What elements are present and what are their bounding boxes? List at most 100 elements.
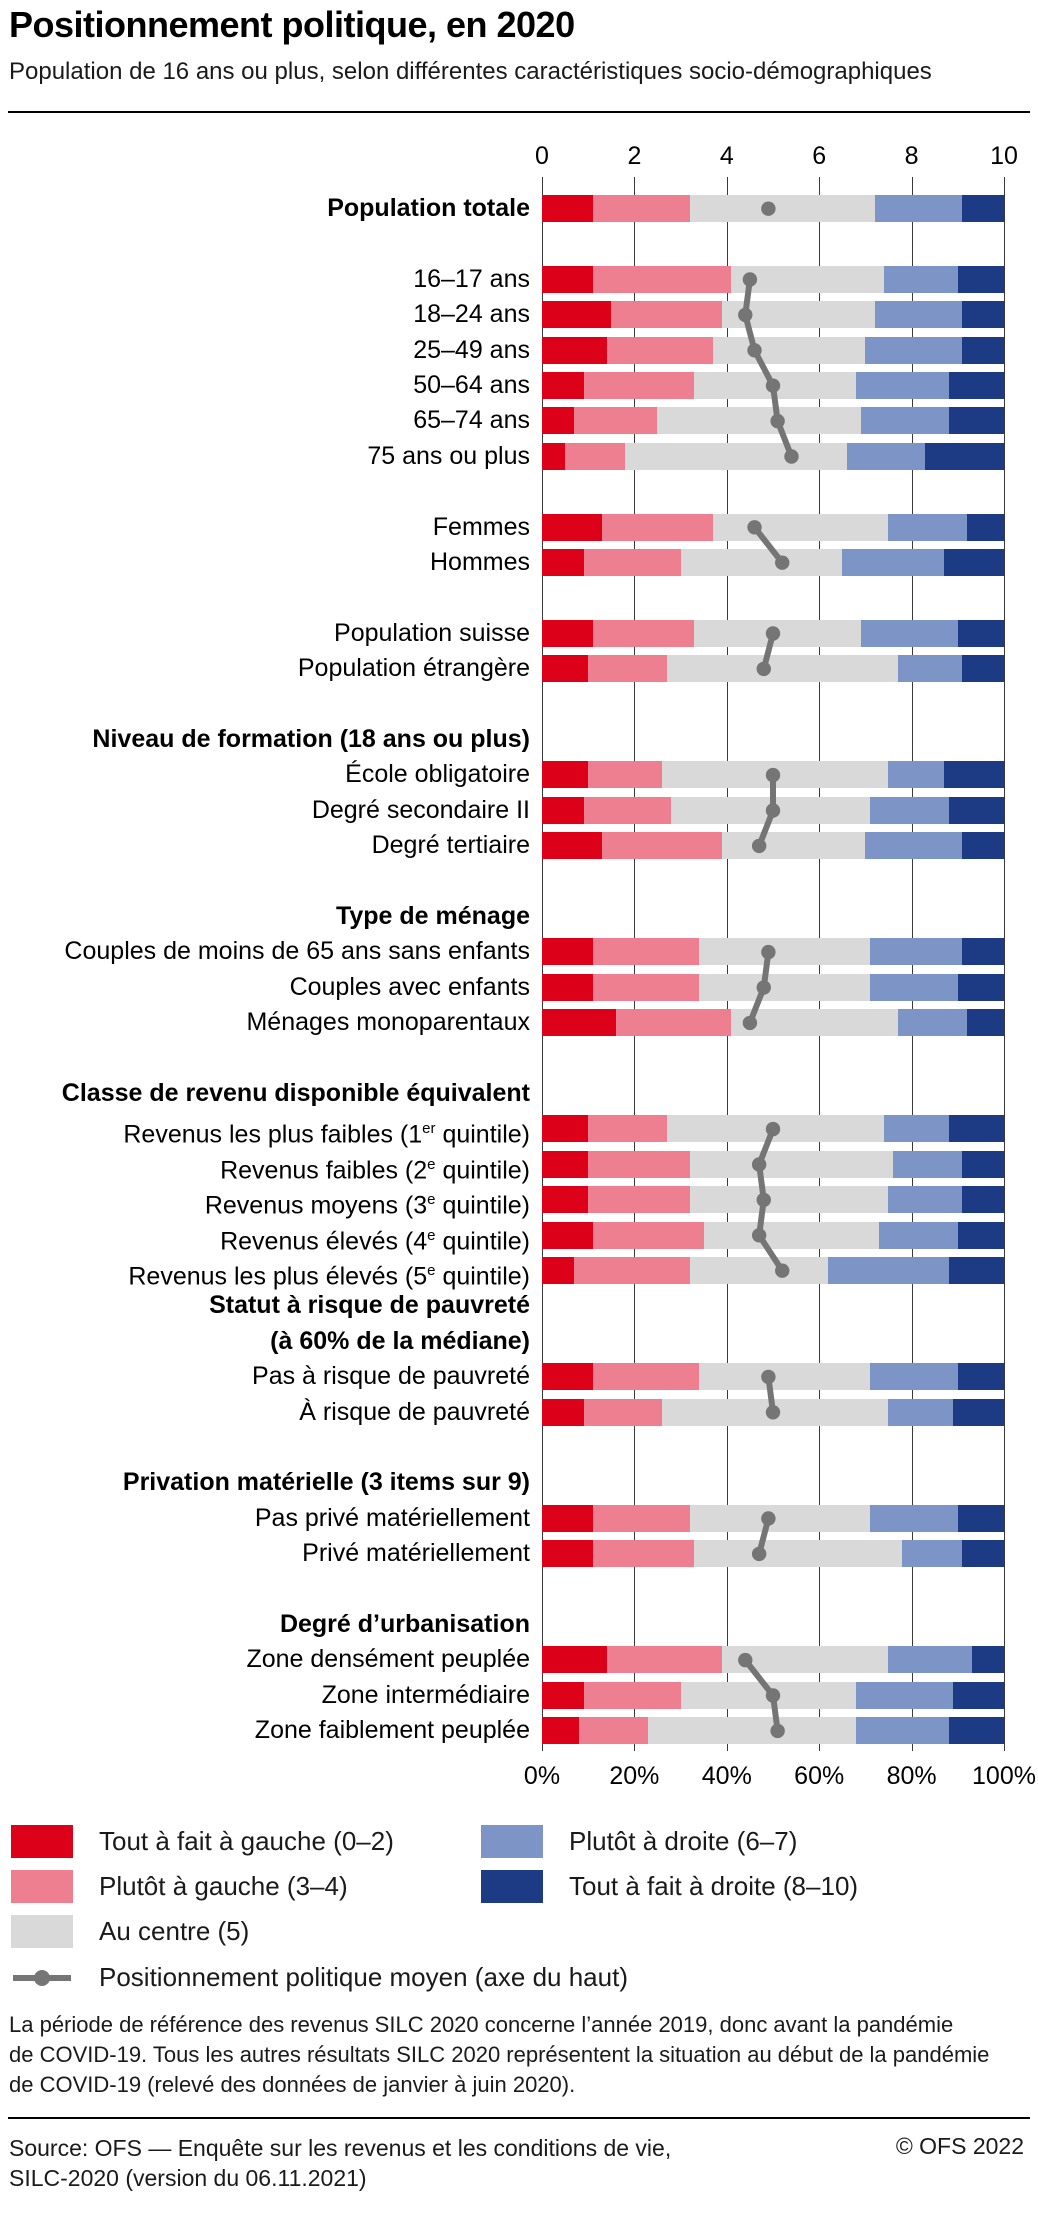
bar-segment <box>888 1646 972 1674</box>
bar-segment <box>606 336 713 364</box>
bar-segment <box>542 1009 616 1037</box>
stacked-bar <box>542 265 1004 293</box>
row-label: 18–24 ans <box>413 300 530 329</box>
legend-label-far-left: Tout à fait à gauche (0–2) <box>99 1825 394 1856</box>
bar-segment <box>856 1681 954 1709</box>
legend-label-far-right: Tout à fait à droite (8–10) <box>569 1870 859 1901</box>
bar-segment <box>574 407 658 435</box>
bar-segment <box>948 1257 1004 1284</box>
bar-segment <box>731 1009 898 1037</box>
chart-row: Degré tertiaire <box>0 828 1038 864</box>
chart-section-header: Statut à risque de pauvreté <box>0 1288 1038 1324</box>
row-label: Couples avec enfants <box>289 972 530 1001</box>
bar-segment <box>888 513 967 541</box>
bar-segment <box>542 1504 593 1532</box>
bar-segment <box>888 761 944 789</box>
bar-segment <box>925 442 1004 470</box>
axis-tick-label: 40% <box>701 1762 752 1790</box>
bar-segment <box>703 1221 880 1249</box>
mean-dot <box>770 413 785 429</box>
mean-dot <box>738 1652 753 1668</box>
footnote-line: de COVID-19. Tous les autres résultats S… <box>9 2042 990 2067</box>
top-divider <box>8 111 1030 113</box>
bar-segment <box>860 619 958 647</box>
bar-segment <box>588 655 667 683</box>
stacked-bar <box>542 442 1004 470</box>
bar-segment <box>689 195 875 222</box>
top-axis: 0 2 4 6 8 10 <box>0 142 1038 174</box>
chart-row: Ménages monoparentaux <box>0 1005 1038 1041</box>
bar-segment <box>962 336 1004 364</box>
bar-segment <box>689 1150 894 1178</box>
row-label: Femmes <box>432 512 530 541</box>
footnote-line: de COVID-19 (relevé des données de janvi… <box>9 2072 576 2097</box>
bar-segment <box>962 938 1004 966</box>
stacked-bar <box>542 973 1004 1001</box>
row-label: 16–17 ans <box>413 264 530 293</box>
axis-tick-label: 60% <box>794 1762 845 1790</box>
row-label: Type de ménage <box>335 902 530 930</box>
bar-segment <box>583 1398 663 1426</box>
footnote: La période de référence des revenus SILC… <box>9 2010 1029 2100</box>
bar-segment <box>648 1717 857 1745</box>
row-label: Privation matérielle (3 items sur 9) <box>122 1468 530 1497</box>
chart-row: Revenus moyens (3e quintile) <box>0 1182 1038 1220</box>
row-label: Revenus les plus élevés (5e quintile) <box>128 1262 530 1291</box>
chart-row: Hommes <box>0 545 1038 581</box>
stacked-bar <box>542 1681 1004 1709</box>
bar-segment <box>828 1257 949 1284</box>
chart-area: Population totale 16–17 ans 18–24 ans 25–49… <box>0 177 1038 1751</box>
chart-row: Pas à risque de pauvreté <box>0 1359 1038 1395</box>
stacked-bar <box>542 407 1004 435</box>
bar-segment <box>957 619 1004 647</box>
bar-segment <box>967 1009 1004 1037</box>
bar-segment <box>712 336 866 364</box>
chart-section-header: Privation matérielle (3 items sur 9) <box>0 1465 1038 1501</box>
row-label: Revenus moyens (3e quintile) <box>204 1191 530 1220</box>
chart-title: Positionnement politique, en 2020 <box>9 4 575 45</box>
bar-segment <box>962 655 1004 683</box>
bar-segment <box>542 1717 579 1745</box>
source-line2: SILC-2020 (version du 06.11.2021) <box>9 2165 367 2191</box>
chart-row: Zone intermédiaire <box>0 1678 1038 1714</box>
mean-dot <box>756 1192 771 1208</box>
legend-item-center: Au centre (5) <box>11 1914 249 1948</box>
bar-segment <box>680 549 843 576</box>
bar-segment <box>689 1504 870 1532</box>
mean-dot <box>761 1511 776 1526</box>
legend-label-mean: Positionnement politique moyen (axe du h… <box>99 1961 628 1992</box>
row-label: 50–64 ans <box>413 371 530 399</box>
bar-segment <box>542 796 584 824</box>
mean-dot <box>775 1263 790 1278</box>
bar-segment <box>888 1186 963 1214</box>
bar-segment <box>860 407 949 435</box>
stacked-bar <box>542 1363 1004 1391</box>
bar-segment <box>565 442 626 470</box>
bar-segment <box>542 1363 593 1391</box>
bar-segment <box>625 442 847 470</box>
row-label: Couples de moins de 65 ans sans enfants <box>64 937 530 966</box>
chart-row: 75 ans ou plus <box>0 439 1038 475</box>
bar-segment <box>874 301 963 329</box>
stacked-bar <box>542 195 1004 222</box>
bar-segment <box>870 796 949 824</box>
chart-row: Pas privé matériellement <box>0 1501 1038 1537</box>
chart-row: Population étrangère <box>0 651 1038 687</box>
row-label: Degré d’urbanisation <box>279 1610 530 1638</box>
bar-segment <box>542 1257 575 1284</box>
stacked-bar <box>542 1009 1004 1037</box>
bar-segment <box>657 407 861 435</box>
bar-segment <box>689 1257 829 1284</box>
row-label: Degré tertiaire <box>371 831 530 860</box>
chart-section-header: Type de ménage <box>0 899 1038 935</box>
axis-tick-label: 8 <box>904 142 919 170</box>
bar-segment <box>874 195 963 222</box>
bar-segment <box>865 336 963 364</box>
stacked-bar <box>542 1717 1004 1745</box>
chart-section-header: (à 60% de la médiane) <box>0 1324 1038 1360</box>
bar-segment <box>592 265 732 293</box>
chart-row: Couples de moins de 65 ans sans enfants <box>0 934 1038 970</box>
chart-section-header: Degré d’urbanisation <box>0 1607 1038 1643</box>
bar-segment <box>888 1398 954 1426</box>
bar-segment <box>542 336 607 364</box>
